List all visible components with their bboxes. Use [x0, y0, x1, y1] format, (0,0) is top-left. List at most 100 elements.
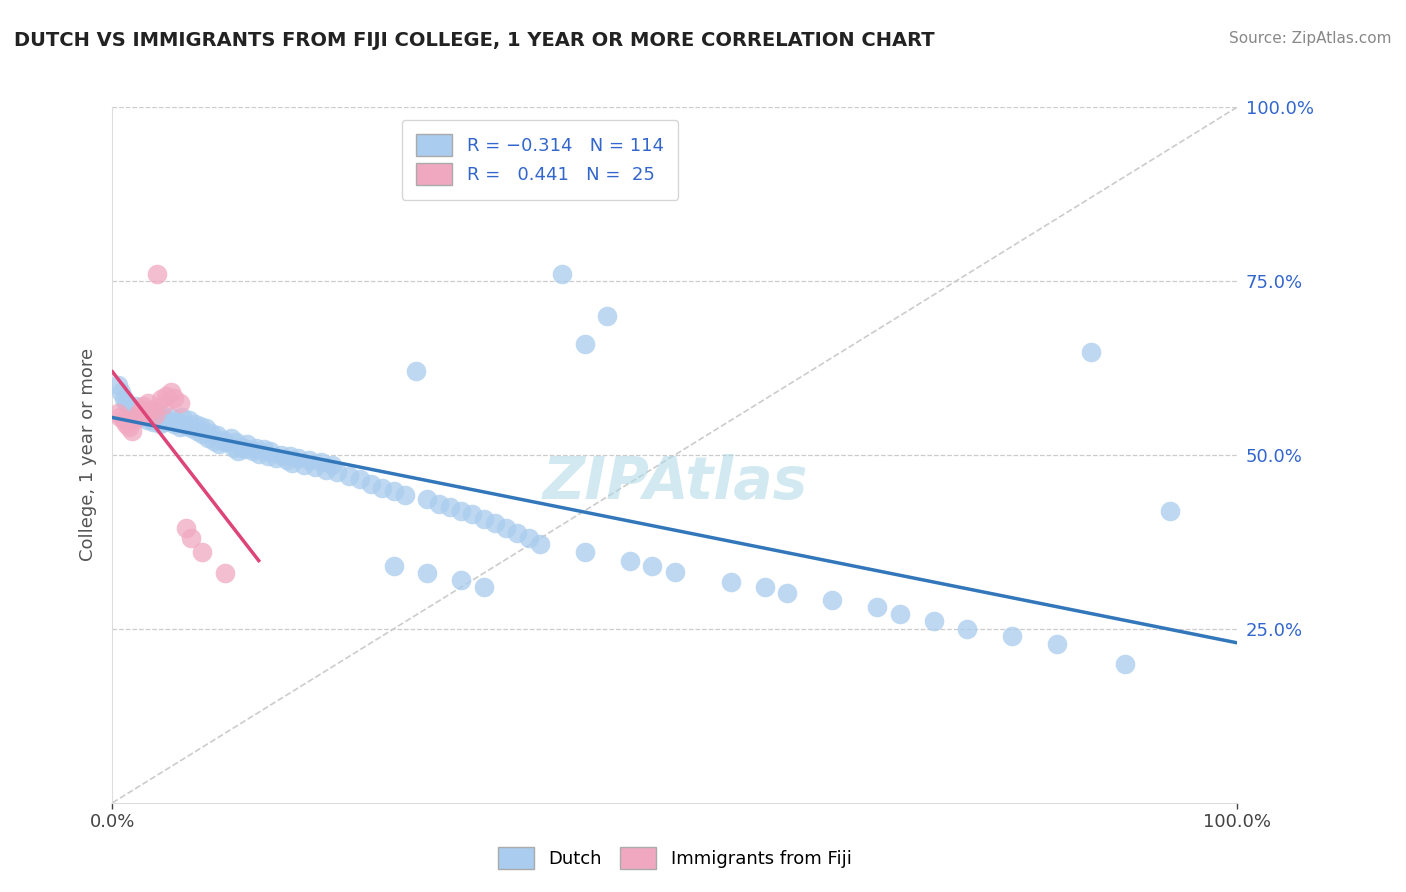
- Point: [172, 409, 194, 424]
- Point: [115, 396, 138, 410]
- Point: [276, 453, 298, 467]
- Point: [956, 622, 979, 636]
- Point: [163, 417, 186, 431]
- Point: [264, 451, 287, 466]
- Point: [517, 532, 540, 546]
- Point: [110, 409, 132, 424]
- Point: [183, 417, 205, 431]
- Point: [304, 460, 326, 475]
- Point: [180, 532, 202, 546]
- Point: [298, 453, 321, 467]
- Point: [146, 267, 169, 281]
- Point: [551, 267, 574, 281]
- Point: [321, 458, 343, 473]
- Point: [256, 450, 278, 464]
- Point: [124, 399, 146, 413]
- Point: [135, 406, 157, 420]
- Point: [472, 580, 495, 594]
- Point: [484, 516, 506, 530]
- Point: [152, 398, 174, 412]
- Point: [281, 456, 304, 470]
- Point: [132, 409, 155, 424]
- Point: [112, 413, 135, 427]
- Point: [143, 408, 166, 422]
- Point: [495, 521, 517, 535]
- Point: [166, 415, 188, 429]
- Point: [214, 566, 236, 581]
- Point: [439, 500, 461, 514]
- Point: [146, 406, 169, 420]
- Point: [138, 408, 160, 422]
- Point: [596, 309, 619, 323]
- Point: [191, 545, 214, 559]
- Point: [143, 409, 166, 424]
- Point: [349, 472, 371, 486]
- Point: [127, 408, 149, 422]
- Point: [574, 336, 596, 351]
- Point: [641, 559, 664, 574]
- Point: [619, 554, 641, 568]
- Point: [405, 364, 427, 378]
- Point: [326, 466, 349, 480]
- Point: [160, 409, 183, 424]
- Point: [141, 406, 163, 420]
- Point: [112, 392, 135, 407]
- Point: [236, 437, 259, 451]
- Point: [208, 437, 231, 451]
- Point: [107, 406, 129, 420]
- Point: [129, 402, 152, 417]
- Point: [169, 396, 191, 410]
- Point: [174, 418, 197, 433]
- Point: [127, 409, 149, 424]
- Point: [228, 444, 250, 458]
- Point: [129, 402, 152, 417]
- Point: [382, 559, 405, 574]
- Point: [1114, 657, 1136, 671]
- Point: [110, 385, 132, 400]
- Point: [205, 428, 228, 442]
- Point: [121, 424, 143, 438]
- Point: [360, 477, 382, 491]
- Point: [450, 503, 472, 517]
- Point: [191, 427, 214, 442]
- Point: [259, 444, 281, 458]
- Point: [124, 411, 146, 425]
- Point: [461, 507, 484, 521]
- Point: [664, 565, 686, 579]
- Point: [866, 599, 889, 614]
- Point: [186, 424, 208, 438]
- Point: [149, 417, 172, 431]
- Point: [219, 430, 242, 444]
- Point: [529, 537, 551, 551]
- Text: ZIPAtlas: ZIPAtlas: [543, 454, 807, 511]
- Point: [202, 434, 225, 448]
- Point: [1046, 637, 1069, 651]
- Point: [309, 455, 332, 469]
- Point: [174, 521, 197, 535]
- Point: [135, 409, 157, 424]
- Point: [149, 408, 172, 422]
- Point: [160, 385, 183, 400]
- Point: [889, 607, 911, 621]
- Point: [371, 481, 394, 495]
- Legend: R = −0.314   N = 114, R =   0.441   N =  25: R = −0.314 N = 114, R = 0.441 N = 25: [402, 120, 678, 200]
- Point: [472, 512, 495, 526]
- Point: [211, 433, 233, 447]
- Point: [754, 580, 776, 594]
- Point: [214, 435, 236, 450]
- Point: [337, 468, 360, 483]
- Point: [292, 458, 315, 473]
- Point: [136, 413, 159, 427]
- Point: [188, 418, 211, 433]
- Point: [163, 391, 186, 405]
- Point: [776, 585, 799, 599]
- Point: [270, 448, 292, 462]
- Point: [278, 450, 301, 464]
- Point: [253, 442, 276, 457]
- Point: [141, 402, 163, 417]
- Point: [1080, 345, 1102, 359]
- Point: [416, 566, 439, 581]
- Point: [118, 399, 141, 413]
- Point: [416, 492, 439, 507]
- Point: [155, 415, 177, 429]
